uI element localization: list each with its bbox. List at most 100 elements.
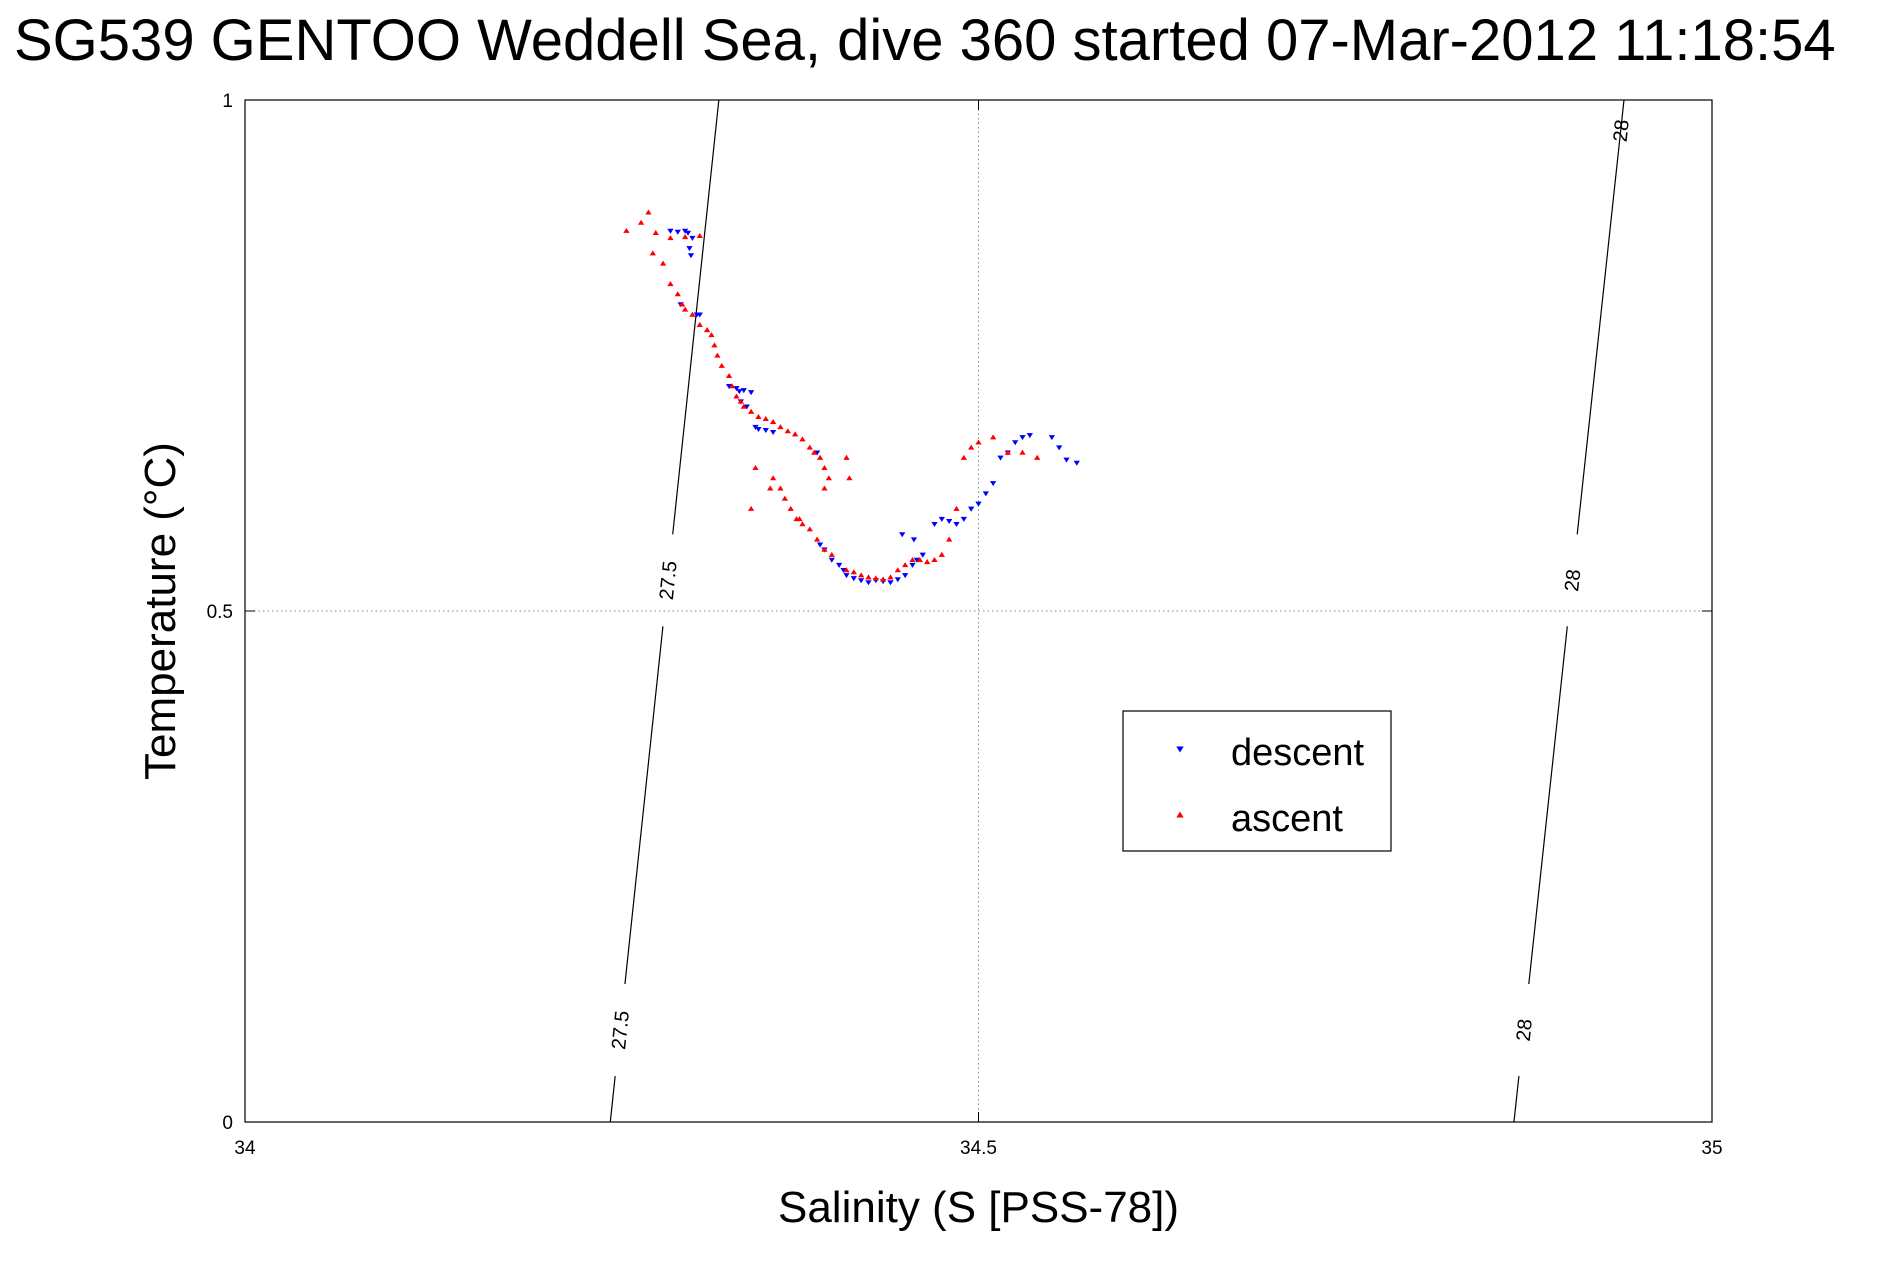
ascent-point [696,321,703,327]
axis-ticks: 34 34.5 35 0 0.5 1 [207,91,1723,1159]
ascent-point [843,567,850,573]
ascent-point [968,444,975,450]
ascent-point [806,444,813,450]
ascent-point [747,505,755,511]
ascent-point [755,413,762,419]
ascent-point [960,454,967,460]
contour-label: 28 [1610,119,1634,143]
descent-point [1048,435,1055,441]
ascent-point [679,301,686,307]
ascent-point [696,233,703,239]
descent-point [816,542,824,548]
ascent-point [872,575,879,581]
descent-point [828,557,835,563]
descent-point [684,230,692,236]
ascent-point [938,551,945,557]
contour-line [1576,99,1625,535]
descent-point [687,253,695,259]
ascent-point [1004,449,1011,455]
ascent-point [637,219,645,225]
ascent-point [791,431,799,437]
descent-point [857,578,865,584]
x-tick-label: 34 [234,1138,256,1159]
ascent-point [880,576,887,582]
descent-point [946,518,953,524]
legend: descent ascent [1122,710,1392,852]
density-contours: 27.5 27.5 28 28 28 [608,99,1634,1123]
ascent-point [806,526,813,532]
descent-point [1073,460,1080,466]
descent-point [968,506,975,512]
descent-point [1026,433,1033,439]
contour-line [609,1075,616,1123]
descent-point [1019,435,1026,441]
descent-point [843,573,850,579]
ascent-point [931,556,938,563]
ascent-point [718,362,725,368]
ascent-point [946,536,953,542]
x-axis-label: Salinity (S [PSS-78]) [778,1183,1179,1232]
descent-point [990,481,997,487]
legend-marker-descent [1176,746,1184,753]
descent-point [667,228,674,234]
ascent-point [767,485,774,491]
ascent-point [762,415,769,421]
ascent-point [1034,454,1041,460]
ascent-point [667,281,674,287]
ascent-point [747,408,755,414]
ascent-point [902,562,909,568]
ascent-point [799,521,806,527]
ascent-point [733,393,740,399]
ascent-point [953,505,960,511]
descent-point [975,501,982,507]
ascent-point [725,373,733,379]
contour-line [1513,1075,1520,1123]
ascent-point [645,209,652,215]
ascent-point [777,485,784,491]
ascent-point [784,428,791,434]
ascent-point [796,516,803,522]
descent-point [755,426,762,432]
ascent-point [894,567,901,573]
descent-point [931,522,938,528]
ascent-point [813,536,821,542]
legend-label-descent: descent [1231,732,1365,774]
y-tick-label: 0 [222,1113,233,1134]
ascent-point [737,398,744,404]
ascent-point [816,454,824,460]
ascent-point [769,419,777,425]
ascent-point [825,475,833,481]
contour-line [624,626,664,985]
contour-line [672,99,720,535]
ascent-point [777,424,784,430]
ascent-point [887,574,894,580]
ascent-point [975,439,982,445]
descent-point [696,312,703,318]
legend-marker-ascent [1176,811,1184,818]
descent-point [938,516,945,522]
descent-point [850,576,857,582]
contour-label: 28 [1561,568,1585,592]
descent-point [894,577,901,583]
ascent-point [909,556,916,563]
ascent-point [821,465,828,471]
ascent-point [828,551,835,557]
ascent-point [652,229,659,235]
x-tick-label: 35 [1701,1138,1722,1159]
ascent-point [924,559,931,565]
legend-box [1122,710,1392,852]
ascent-point [865,574,872,580]
ascent-point [850,569,857,575]
contour-label: 28 [1513,1018,1537,1042]
ascent-point [843,454,850,460]
grid-lines [244,99,1713,1123]
ascent-point [714,352,721,358]
ascent-point [752,465,759,471]
ascent-point [667,235,674,241]
descent-point [960,516,967,522]
descent-point [762,427,769,434]
descent-point [899,532,906,538]
ascent-point [846,475,853,481]
ascent-point [703,327,711,333]
